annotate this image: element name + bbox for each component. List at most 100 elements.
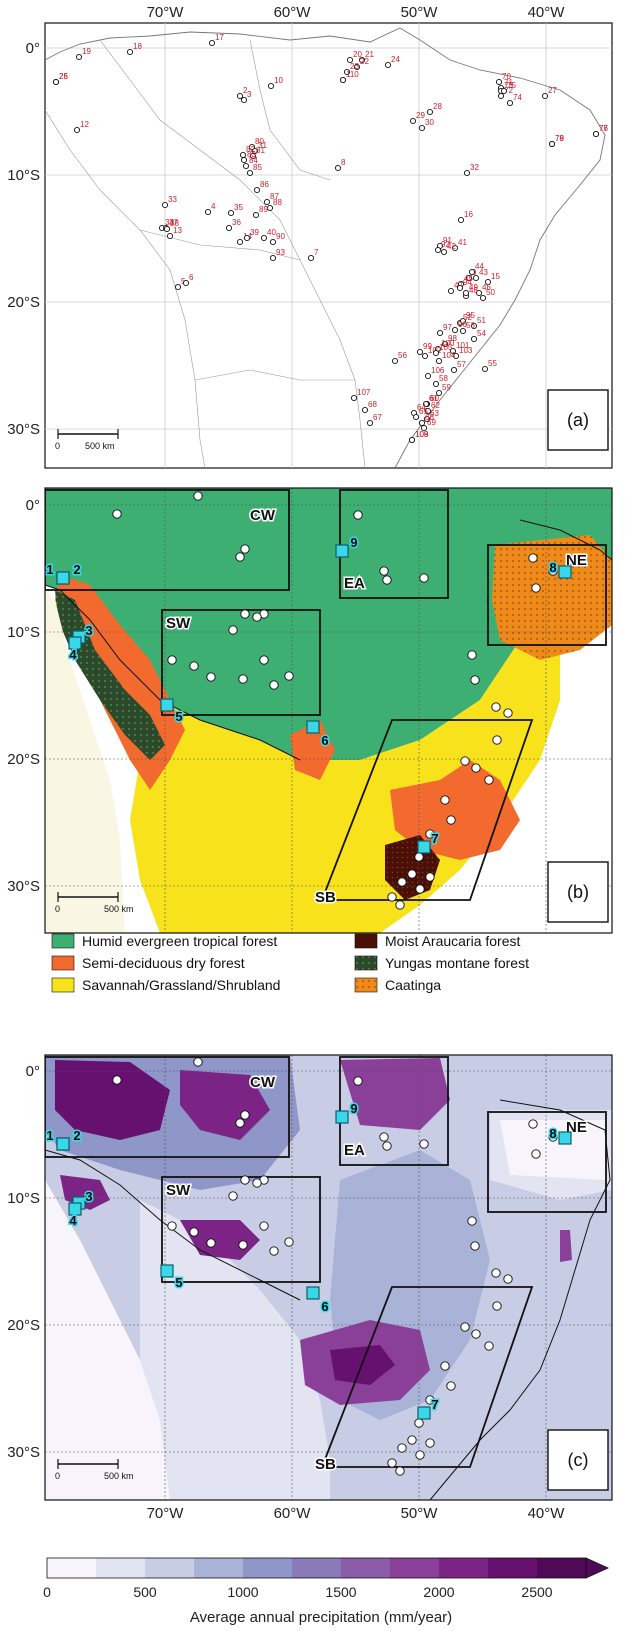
site-marker: [260, 234, 268, 242]
site-number-label: 55: [488, 359, 497, 368]
site-number-label: 27: [548, 86, 557, 95]
site-marker: [457, 216, 465, 224]
site-number-label: 60: [430, 394, 439, 403]
site-marker: [548, 1132, 558, 1142]
site-number-label: 90: [276, 232, 285, 241]
site-number-label: 53: [466, 321, 475, 330]
site-marker: [531, 583, 541, 593]
site-marker: [484, 775, 494, 785]
site-marker: [479, 294, 487, 302]
legend-swatch: [51, 955, 75, 971]
site-marker: [266, 204, 274, 212]
legend-swatch: [354, 933, 378, 949]
scale-bar-c: 0 500 km: [55, 1459, 134, 1481]
site-marker: [353, 1076, 363, 1086]
site-marker: [409, 117, 417, 125]
legend-swatch: [354, 977, 378, 993]
site-marker: [434, 246, 442, 254]
lon-label-bottom-60w: 60°W: [274, 1505, 312, 1522]
site-marker: [423, 415, 431, 423]
site-number-label: 93: [276, 248, 285, 257]
panel-label-a: (a): [567, 410, 589, 430]
site-marker: [484, 1341, 494, 1351]
region-label-sw-c: SW: [166, 1182, 191, 1199]
reference-site-number: 6: [321, 733, 328, 748]
site-marker: [269, 254, 277, 262]
site-marker: [491, 702, 501, 712]
reference-site-number: 5: [175, 709, 182, 724]
site-marker: [384, 61, 392, 69]
site-marker: [238, 674, 248, 684]
site-marker: [242, 162, 250, 170]
site-number-label: 15: [491, 272, 500, 281]
site-marker: [446, 1381, 456, 1391]
lat-label-c-10s: 10°S: [7, 1190, 40, 1207]
lon-label-bottom-70w: 70°W: [147, 1505, 185, 1522]
site-number-label: 33: [168, 195, 177, 204]
site-number-label: 41: [458, 238, 467, 247]
site-marker: [353, 510, 363, 520]
site-number-label: 104: [442, 351, 456, 360]
cbar-tick-0: 0: [43, 1584, 51, 1600]
site-marker: [126, 48, 134, 56]
site-marker: [228, 1191, 238, 1201]
colorbar-segment: [243, 1558, 293, 1578]
cbar-tick-2000: 2000: [423, 1584, 454, 1600]
site-marker: [397, 1443, 407, 1453]
site-number-label: 46: [482, 283, 491, 292]
site-number-label: 59: [442, 383, 451, 392]
legend-label: Savannah/Grassland/Shrubland: [82, 977, 280, 993]
site-marker: [167, 1221, 177, 1231]
panel-label-c: (c): [568, 1450, 589, 1470]
site-number-label: 106: [431, 366, 445, 375]
reference-site-square: [68, 1202, 82, 1216]
site-marker: [470, 1241, 480, 1251]
site-marker: [506, 99, 514, 107]
site-marker: [436, 329, 444, 337]
site-marker: [343, 68, 351, 76]
site-marker: [414, 1418, 424, 1428]
site-marker: [467, 1216, 477, 1226]
panel-a-site-map: 0 500 km (a) 123456789101213141516171819…: [44, 22, 613, 469]
site-number-label: 30: [425, 118, 434, 127]
site-marker: [206, 672, 216, 682]
site-number-label: 103: [459, 346, 473, 355]
region-label-sb-b: SB: [315, 889, 336, 906]
reference-site-number: 7: [431, 831, 438, 846]
site-marker: [353, 63, 361, 71]
site-marker: [415, 884, 425, 894]
reference-site-square: [558, 565, 572, 579]
site-marker: [387, 1458, 397, 1468]
site-number-label: 24: [391, 55, 400, 64]
site-marker: [251, 147, 259, 155]
site-number-label: 86: [260, 180, 269, 189]
site-marker: [425, 1438, 435, 1448]
site-marker: [236, 92, 244, 100]
reference-site-number: 2: [73, 1128, 80, 1143]
site-number-label: 64: [417, 403, 426, 412]
site-number-label: 38: [170, 219, 179, 228]
site-number-label: 16: [464, 210, 473, 219]
reference-site-number: 8: [549, 560, 556, 575]
site-number-label: 96: [458, 320, 467, 329]
site-marker: [246, 169, 254, 177]
region-label-sb-c: SB: [315, 1456, 336, 1473]
site-number-label: 25: [59, 72, 68, 81]
site-marker: [269, 680, 279, 690]
reference-site-number: 3: [85, 1189, 92, 1204]
lon-label-top-60w: 60°W: [274, 4, 312, 21]
cbar-tick-500: 500: [133, 1584, 157, 1600]
site-marker: [240, 544, 250, 554]
site-marker: [238, 1240, 248, 1250]
site-marker: [468, 268, 476, 276]
site-marker: [414, 852, 424, 862]
reference-site-square: [335, 1110, 349, 1124]
site-number-label: 51: [477, 316, 486, 325]
site-marker: [420, 424, 428, 432]
site-marker: [259, 1221, 269, 1231]
site-marker: [259, 655, 269, 665]
site-marker: [462, 289, 470, 297]
site-number-label: 101: [456, 341, 470, 350]
site-marker: [531, 1149, 541, 1159]
